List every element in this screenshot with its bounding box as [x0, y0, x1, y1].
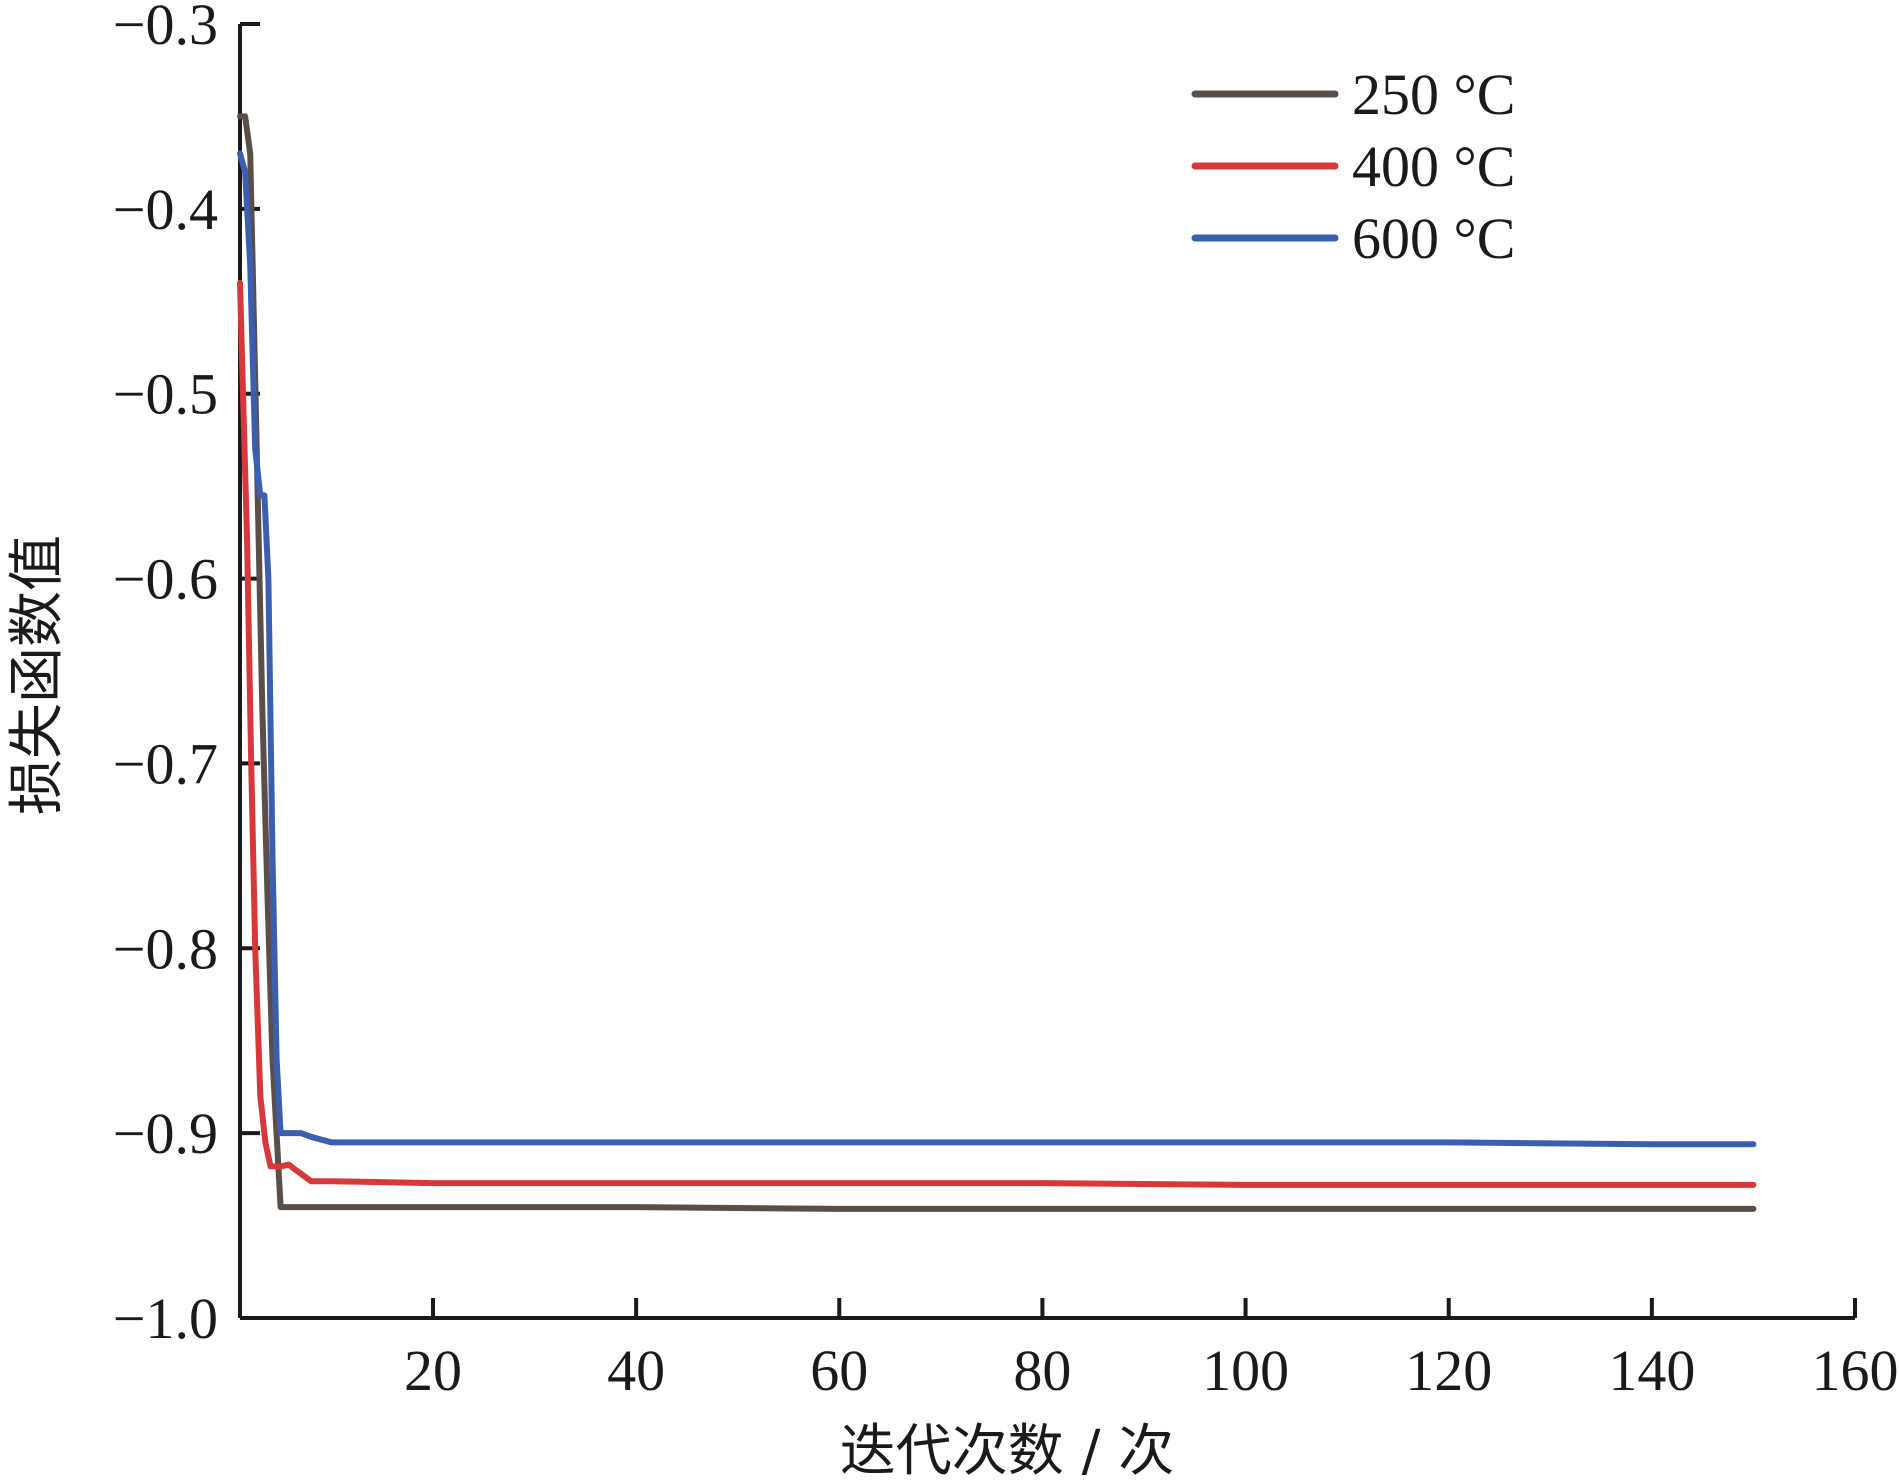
y-tick-label: −1.0: [113, 1286, 218, 1351]
series-layer: [237, 113, 1757, 1212]
x-tick-label: 60: [810, 1338, 868, 1403]
legend: 250 °C 400 °C 600 °C: [1191, 62, 1515, 271]
series-line-3: [237, 150, 1757, 1148]
series-line-1: [237, 113, 1757, 1212]
x-tick-label: 100: [1202, 1338, 1289, 1403]
legend-label-3: 600 °C: [1352, 206, 1515, 271]
x-tick-label: 120: [1405, 1338, 1492, 1403]
x-tick-label: 20: [404, 1338, 462, 1403]
y-axis-title: 损失函数值: [5, 535, 70, 815]
y-tick-label: −0.5: [113, 362, 218, 427]
y-tick-label: −0.4: [113, 177, 218, 242]
x-axis-title: 迭代次数 / 次: [840, 1419, 1174, 1484]
legend-label-1: 250 °C: [1352, 62, 1515, 127]
series-line-2: [237, 279, 1757, 1188]
x-tick-label: 160: [1812, 1338, 1899, 1403]
y-tick-label: −0.8: [113, 916, 218, 981]
y-tick-label: −0.7: [113, 731, 218, 796]
y-tick-label: −0.6: [113, 547, 218, 612]
y-tick-label: −0.9: [113, 1101, 218, 1166]
x-tick-label: 80: [1013, 1338, 1071, 1403]
x-tick-label: 40: [607, 1338, 665, 1403]
axes: −0.3 −0.4 −0.5 −0.6 −0.7 −0.8 −0.9 −1.0 20 40 60 80…: [113, 0, 1899, 1403]
y-tick-label: −0.3: [113, 0, 218, 57]
x-tick-label: 140: [1608, 1338, 1695, 1403]
legend-label-2: 400 °C: [1352, 134, 1515, 199]
